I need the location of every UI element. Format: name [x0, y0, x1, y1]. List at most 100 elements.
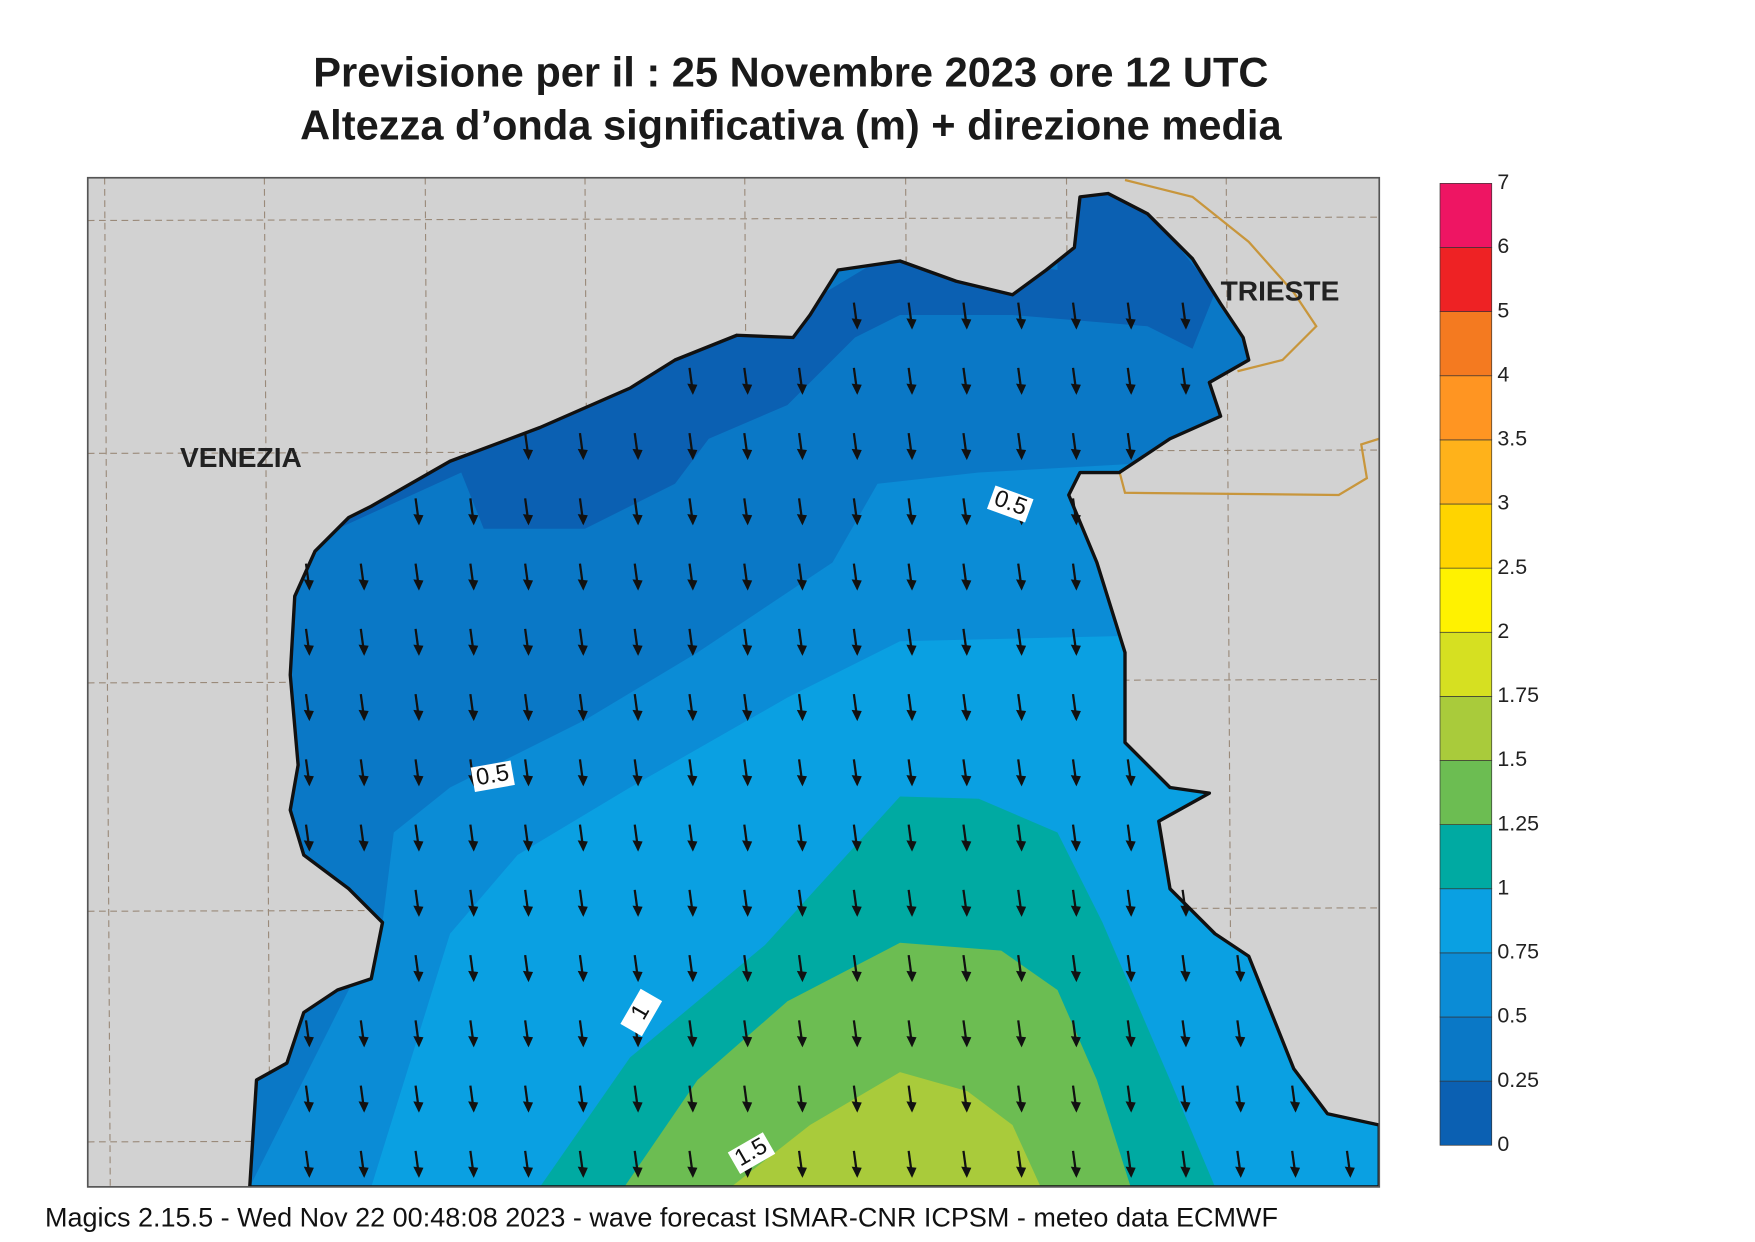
arrow-head	[961, 709, 972, 722]
arrow-head	[906, 448, 917, 461]
arrow-head	[1235, 1166, 1246, 1178]
arrow-head	[303, 644, 314, 656]
arrow-head	[413, 1166, 424, 1178]
arrow-head	[687, 448, 698, 461]
arrow-head	[1289, 1166, 1301, 1178]
colorbar-label: 1.5	[1497, 747, 1527, 771]
arrow-head	[906, 840, 917, 852]
arrow-head	[742, 905, 753, 917]
arrow-head	[906, 905, 917, 917]
arrow-head	[1070, 514, 1081, 526]
arrow-head	[632, 514, 643, 526]
colorbar-label: 2	[1497, 619, 1509, 643]
arrow-head	[687, 383, 698, 395]
colorbar-segment	[1439, 1080, 1493, 1146]
arrow-head	[961, 1166, 972, 1178]
arrow-head	[632, 1036, 643, 1048]
arrow-head	[1180, 1036, 1191, 1048]
colorbar-label: 5	[1497, 298, 1509, 322]
arrow-head	[687, 775, 698, 787]
contour-label: 1	[620, 988, 663, 1037]
arrow-head	[358, 644, 369, 656]
arrow-head	[632, 1101, 643, 1113]
arrow-head	[1125, 383, 1136, 395]
arrow-head	[796, 1036, 807, 1048]
arrow-head	[522, 840, 534, 852]
arrow-head	[687, 1036, 698, 1048]
arrow-head	[906, 970, 917, 983]
arrow-head	[1015, 840, 1027, 852]
wave-height-area	[731, 1072, 1041, 1187]
arrow-head	[1070, 1166, 1081, 1178]
colorbar-segment	[1439, 311, 1493, 377]
arrow-head	[522, 1036, 534, 1048]
colorbar-segment	[1439, 183, 1493, 248]
arrow-head	[1070, 905, 1081, 917]
colorbar-segment	[1439, 439, 1493, 505]
arrow-head	[1015, 579, 1027, 591]
arrow-head	[906, 644, 917, 656]
arrow-head	[796, 514, 807, 526]
arrow-head	[522, 775, 534, 787]
arrow-head	[687, 1166, 698, 1178]
colorbar-label: 0.25	[1497, 1068, 1539, 1092]
arrow-head	[577, 970, 588, 983]
colorbar: 0 0.25 0.5 0.75 1 1.25 1.5 1.75 2 2.5 3 3.5 4 5 6 7	[1439, 170, 1539, 1156]
arrow-head	[577, 905, 588, 917]
arrow-head	[906, 514, 917, 526]
arrow-head	[1125, 775, 1136, 787]
arrow-head	[577, 644, 588, 656]
colorbar-segment	[1439, 952, 1493, 1018]
arrow-head	[687, 1101, 698, 1113]
arrow-head	[1125, 970, 1136, 983]
arrow-head	[1125, 448, 1136, 461]
arrow-head	[632, 905, 643, 917]
arrow-head	[1125, 905, 1136, 917]
arrow-head	[468, 709, 479, 722]
arrow-head	[522, 709, 534, 722]
arrow-head	[1180, 905, 1191, 917]
arrow-head	[522, 1166, 534, 1178]
arrow-head	[961, 318, 972, 330]
colorbar-segment	[1439, 503, 1493, 569]
arrow-head	[851, 448, 862, 461]
contour-label-bg	[986, 485, 1034, 523]
arrow-head	[796, 905, 807, 917]
colorbar-label: 2.5	[1497, 555, 1527, 579]
arrow-head	[796, 970, 807, 983]
arrow-head	[632, 709, 643, 722]
arrow-head	[851, 970, 862, 983]
arrow-head	[1344, 1166, 1355, 1178]
arrow-head	[851, 318, 862, 330]
arrow-head	[851, 709, 862, 722]
colorbar-label: 3.5	[1497, 427, 1527, 451]
arrow-head	[851, 579, 862, 591]
arrow-head	[1180, 383, 1191, 395]
arrow-head	[1070, 709, 1081, 722]
colorbar-segment	[1439, 567, 1493, 633]
arrow-head	[413, 775, 424, 787]
arrow-head	[468, 579, 479, 591]
arrow-head	[468, 1036, 479, 1048]
arrow-head	[632, 579, 643, 591]
arrow-head	[303, 579, 314, 591]
arrow-head	[1015, 318, 1027, 330]
arrow-head	[687, 579, 698, 591]
arrow-head	[742, 709, 753, 722]
arrow-head	[1070, 579, 1081, 591]
city-label: TRIESTE	[1221, 275, 1340, 306]
arrow-head	[1235, 1101, 1246, 1113]
arrow-head	[632, 775, 643, 787]
arrow-head	[303, 709, 314, 722]
arrow-head	[413, 579, 424, 591]
arrow-head	[742, 1036, 753, 1048]
arrow-head	[961, 383, 972, 395]
city-label: VENEZIA	[180, 442, 302, 473]
arrow-head	[796, 644, 807, 656]
arrow-head	[1180, 318, 1191, 330]
arrow-head	[851, 775, 862, 787]
arrow-head	[413, 905, 424, 917]
arrow-head	[687, 840, 698, 852]
colorbar-label: 0.5	[1497, 1004, 1527, 1028]
arrow-head	[796, 383, 807, 395]
